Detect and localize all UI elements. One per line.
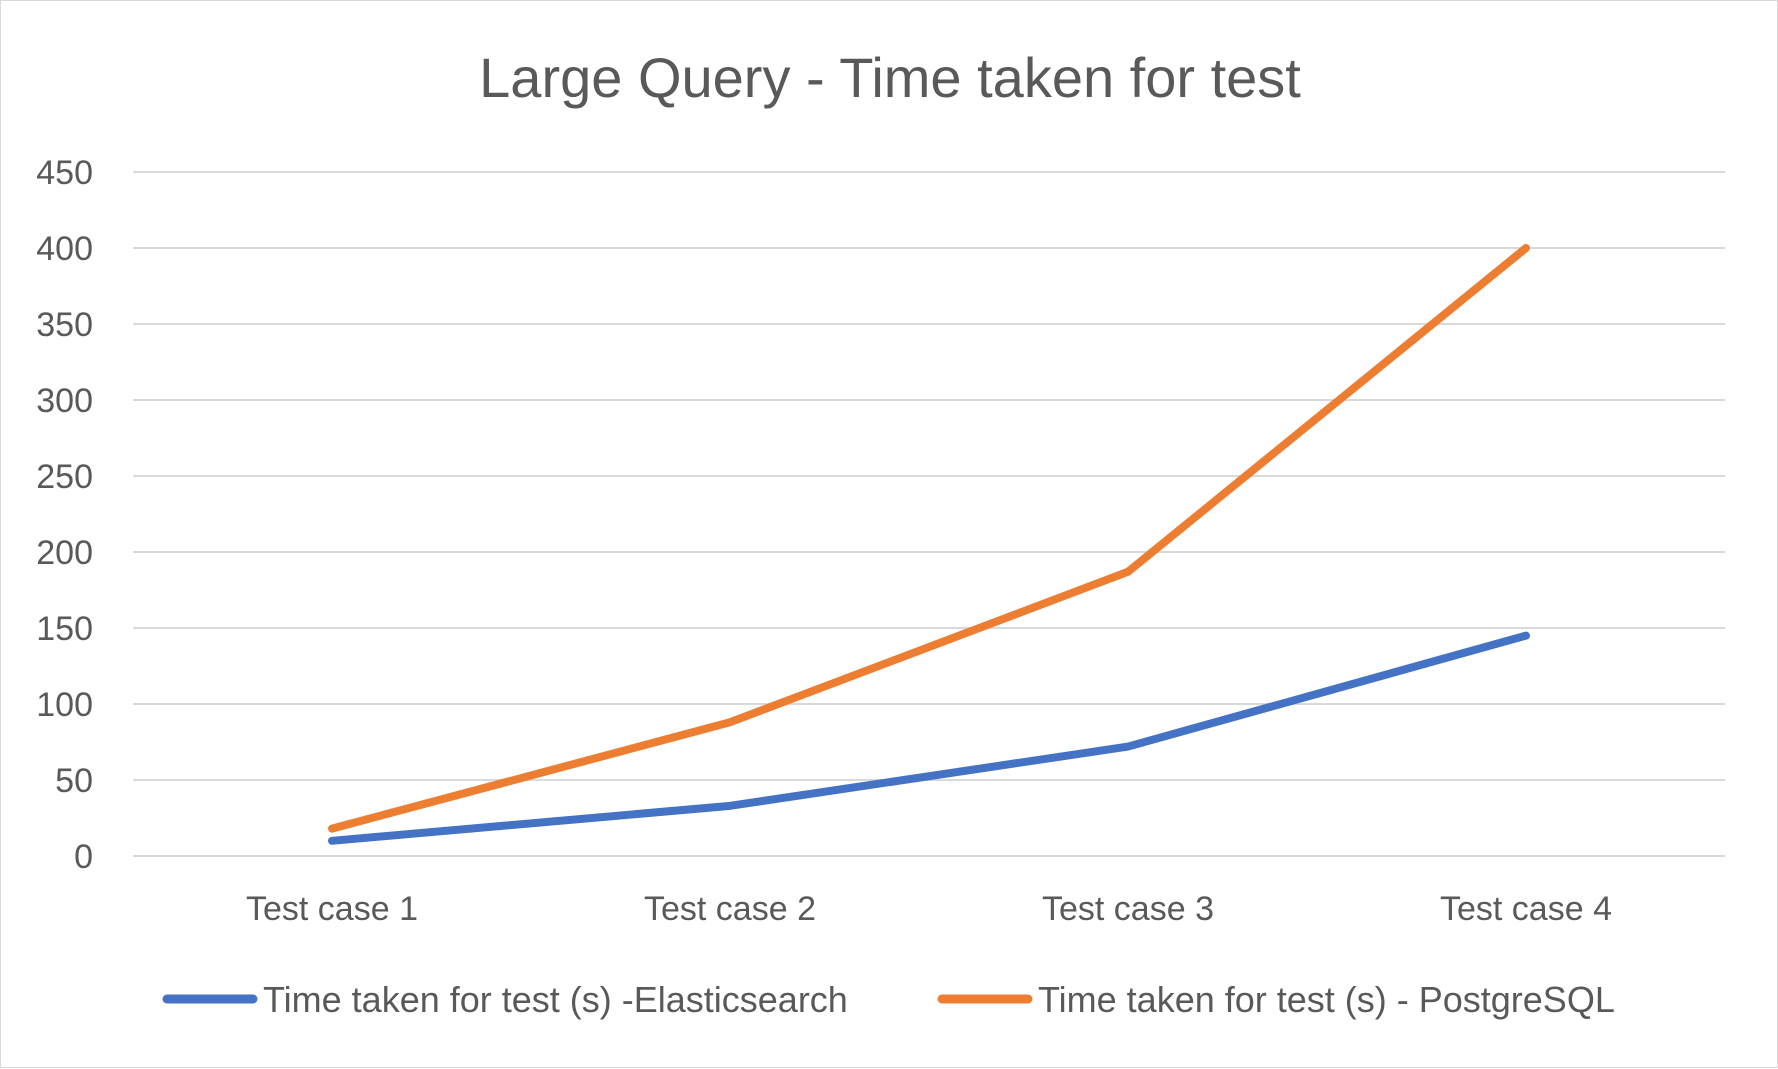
legend-label-postgresql: Time taken for test (s) - PostgreSQL bbox=[1038, 979, 1615, 1020]
y-tick-label: 300 bbox=[36, 382, 93, 420]
y-tick-label: 0 bbox=[74, 838, 93, 876]
x-tick-label: Test case 3 bbox=[1042, 890, 1214, 928]
x-tick-label: Test case 2 bbox=[644, 890, 816, 928]
x-axis-ticks: Test case 1 Test case 2 Test case 3 Test ca… bbox=[246, 890, 1612, 928]
chart-title: Large Query - Time taken for test bbox=[479, 46, 1301, 109]
x-tick-label: Test case 1 bbox=[246, 890, 418, 928]
y-tick-label: 50 bbox=[55, 762, 93, 800]
y-tick-label: 250 bbox=[36, 458, 93, 496]
series-lines bbox=[332, 248, 1526, 841]
y-tick-label: 400 bbox=[36, 230, 93, 268]
x-tick-label: Test case 4 bbox=[1440, 890, 1612, 928]
legend-label-elasticsearch: Time taken for test (s) -Elasticsearch bbox=[263, 979, 848, 1020]
y-tick-label: 150 bbox=[36, 610, 93, 648]
series-line-postgresql bbox=[332, 248, 1526, 829]
y-tick-label: 450 bbox=[36, 154, 93, 192]
series-line-elasticsearch bbox=[332, 636, 1526, 841]
legend: Time taken for test (s) -Elasticsearch T… bbox=[167, 979, 1615, 1020]
y-tick-label: 350 bbox=[36, 306, 93, 344]
gridlines bbox=[133, 172, 1725, 856]
y-tick-label: 100 bbox=[36, 686, 93, 724]
y-axis-ticks: 0 50 100 150 200 250 300 350 400 450 bbox=[36, 154, 93, 876]
y-tick-label: 200 bbox=[36, 534, 93, 572]
